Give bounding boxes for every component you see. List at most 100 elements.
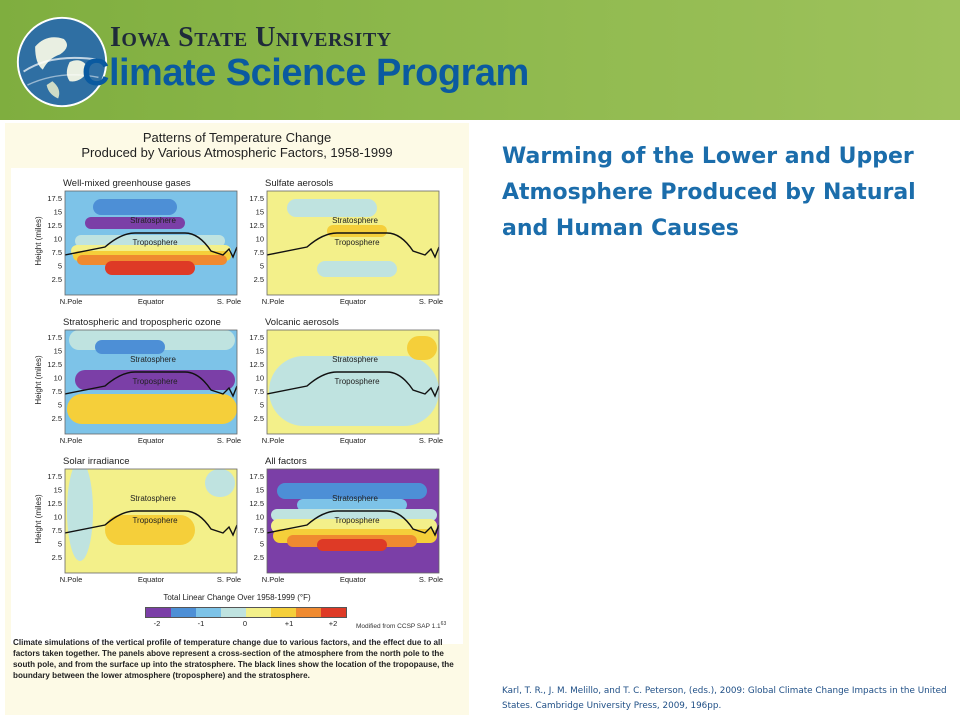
y-tick-label: 5 xyxy=(260,262,264,271)
x-tick-label: N.Pole xyxy=(262,575,285,584)
troposphere-label: Troposphere xyxy=(132,238,178,247)
x-tick-label: Equator xyxy=(340,575,367,584)
y-tick-label: 7.5 xyxy=(254,387,264,396)
panel-title: All factors xyxy=(265,456,307,467)
stratosphere-label: Stratosphere xyxy=(130,494,176,503)
y-tick-label: 7.5 xyxy=(254,248,264,257)
figure-credit-text: Modified from CCSP SAP 1.1 xyxy=(356,623,441,631)
figure-title-line-1: Patterns of Temperature Change xyxy=(142,130,332,145)
x-tick-label: Equator xyxy=(138,436,165,445)
y-tick-label: 7.5 xyxy=(52,387,62,396)
y-tick-label: 5 xyxy=(260,401,264,410)
program-name: Climate Science Program xyxy=(82,52,529,94)
y-tick-label: 17.5 xyxy=(249,333,264,342)
troposphere-label: Troposphere xyxy=(132,516,178,525)
panel-title: Volcanic aerosols xyxy=(265,317,339,328)
y-tick-label: 2.5 xyxy=(52,275,62,284)
color-scale-swatch xyxy=(321,608,346,617)
y-tick-label: 10 xyxy=(54,374,62,383)
panel-title: Well-mixed greenhouse gases xyxy=(63,178,191,189)
y-tick-label: 17.5 xyxy=(47,333,62,342)
figure-credit-ref: 63 xyxy=(440,621,447,627)
figure-caption: Climate simulations of the vertical prof… xyxy=(13,638,454,680)
y-tick-label: 15 xyxy=(256,208,264,217)
x-tick-label: S. Pole xyxy=(217,436,241,445)
y-tick-label: 5 xyxy=(58,262,62,271)
y-tick-label: 12.5 xyxy=(47,360,62,369)
y-tick-label: 12.5 xyxy=(249,221,264,230)
x-tick-label: Equator xyxy=(340,297,367,306)
panel-6: All factors Stratosphere Troposphere 17.5 15… xyxy=(249,456,443,584)
color-scale-bar xyxy=(145,607,347,618)
x-tick-label: S. Pole xyxy=(217,575,241,584)
stratosphere-label: Stratosphere xyxy=(130,355,176,364)
color-scale-swatch xyxy=(196,608,221,617)
y-tick-label: 5 xyxy=(58,540,62,549)
y-axis-label: Height (miles) xyxy=(34,216,43,266)
x-tick-label: S. Pole xyxy=(419,575,443,584)
color-scale-swatch xyxy=(296,608,321,617)
y-tick-label: 17.5 xyxy=(249,472,264,481)
panel-4: Volcanic aerosols Stratosphere Troposphere… xyxy=(249,317,443,445)
y-tick-label: 15 xyxy=(54,347,62,356)
panel-title: Sulfate aerosols xyxy=(265,178,333,189)
y-tick-label: 5 xyxy=(260,540,264,549)
x-tick-label: Equator xyxy=(138,297,165,306)
y-tick-label: 10 xyxy=(54,513,62,522)
panel-5: Solar irradiance Stratosphere Troposphere 1… xyxy=(34,456,241,584)
header-banner: Iowa State University Climate Science Pr… xyxy=(0,0,960,120)
x-tick-label: N.Pole xyxy=(60,436,83,445)
color-scale-swatch xyxy=(171,608,196,617)
troposphere-label: Troposphere xyxy=(334,516,380,525)
y-tick-label: 10 xyxy=(256,513,264,522)
y-tick-label: 12.5 xyxy=(249,499,264,508)
y-tick-label: 17.5 xyxy=(47,194,62,203)
color-scale-tick: +1 xyxy=(284,619,294,628)
y-tick-label: 2.5 xyxy=(254,275,264,284)
scale-title: Total Linear Change Over 1958-1999 (°F) xyxy=(163,593,311,602)
x-tick-label: Equator xyxy=(340,436,367,445)
y-tick-label: 2.5 xyxy=(254,553,264,562)
stratosphere-label: Stratosphere xyxy=(332,355,378,364)
figure-panel: Patterns of Temperature Change Produced … xyxy=(5,123,469,715)
x-tick-label: S. Pole xyxy=(419,436,443,445)
color-scale-swatch xyxy=(271,608,296,617)
y-tick-label: 15 xyxy=(256,347,264,356)
x-tick-label: S. Pole xyxy=(419,297,443,306)
troposphere-label: Troposphere xyxy=(132,377,178,386)
stratosphere-label: Stratosphere xyxy=(332,216,378,225)
panel-1: Well-mixed greenhouse gases Stratosphere T… xyxy=(34,178,241,306)
y-axis-label: Height (miles) xyxy=(34,494,43,544)
panel-title: Solar irradiance xyxy=(63,456,130,467)
color-scale-ticks: -2 -1 0 +1 +2 xyxy=(145,619,345,629)
panel-2: Sulfate aerosols Stratosphere Troposphere 1… xyxy=(249,178,443,306)
x-tick-label: S. Pole xyxy=(217,297,241,306)
stratosphere-label: Stratosphere xyxy=(130,216,176,225)
y-tick-label: 17.5 xyxy=(47,472,62,481)
y-tick-label: 7.5 xyxy=(52,526,62,535)
panel-title: Stratospheric and tropospheric ozone xyxy=(63,317,221,328)
stratosphere-label: Stratosphere xyxy=(332,494,378,503)
color-scale-tick: +2 xyxy=(328,619,338,628)
y-tick-label: 10 xyxy=(256,374,264,383)
slide-title: Warming of the Lower and Upper Atmospher… xyxy=(502,144,916,241)
y-axis-label: Height (miles) xyxy=(34,355,43,405)
y-tick-label: 7.5 xyxy=(52,248,62,257)
color-scale-tick: -2 xyxy=(153,619,161,628)
color-scale-tick: -1 xyxy=(197,619,205,628)
university-name: Iowa State University xyxy=(110,22,392,53)
color-scale-swatch xyxy=(246,608,271,617)
y-tick-label: 5 xyxy=(58,401,62,410)
panel-3: Stratospheric and tropospheric ozone Stra… xyxy=(34,317,241,445)
y-tick-label: 12.5 xyxy=(47,499,62,508)
y-tick-label: 2.5 xyxy=(52,553,62,562)
y-tick-label: 12.5 xyxy=(249,360,264,369)
x-tick-label: N.Pole xyxy=(60,297,83,306)
cross-section-panels: Well-mixed greenhouse gases Stratosphere T… xyxy=(34,178,443,584)
color-scale-swatch xyxy=(146,608,171,617)
y-tick-label: 10 xyxy=(54,235,62,244)
troposphere-label: Troposphere xyxy=(334,377,380,386)
figure-title: Patterns of Temperature Change Produced … xyxy=(11,130,463,160)
x-tick-label: Equator xyxy=(138,575,165,584)
x-tick-label: N.Pole xyxy=(60,575,83,584)
